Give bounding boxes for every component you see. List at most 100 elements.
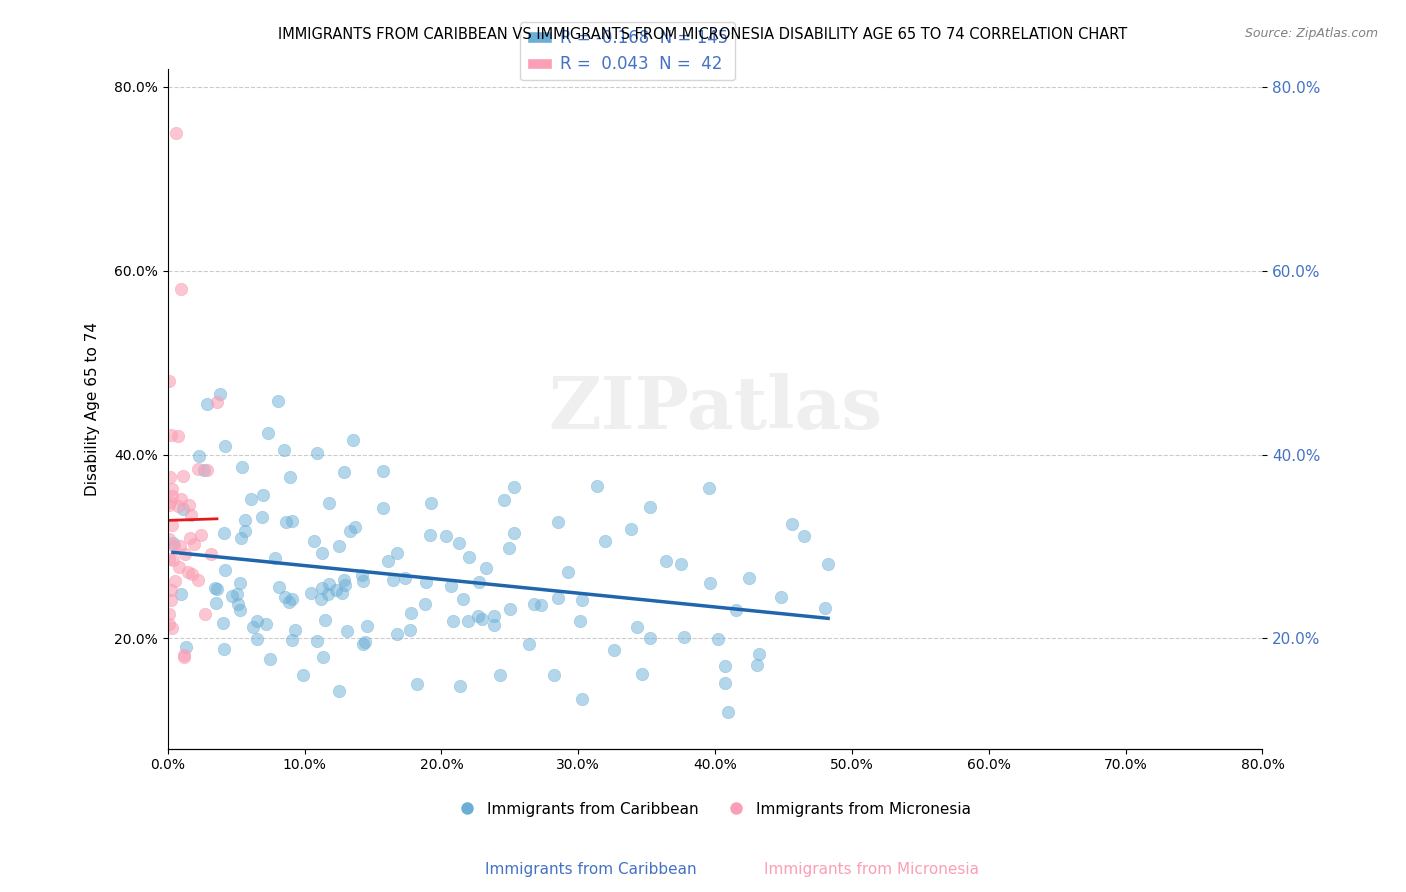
Point [638,631,661,645]
Point [205,582,228,596]
Point [193,463,215,477]
Point [314,613,336,627]
Point [330,586,353,600]
Point [568,614,591,628]
Point [626,619,648,633]
Point [259,652,281,666]
Legend: Immigrants from Caribbean, Immigrants from Micronesia: Immigrants from Caribbean, Immigrants fr… [453,796,977,822]
Point [630,667,652,681]
Point [385,546,408,560]
Point [160,482,183,496]
Point [356,619,378,633]
Point [352,574,374,588]
Point [654,554,676,568]
Point [169,492,191,507]
Point [305,446,328,460]
Point [793,529,815,543]
Point [246,632,269,647]
Point [179,531,201,545]
Point [547,516,569,530]
Point [401,606,423,620]
Point [256,616,278,631]
Point [312,649,335,664]
Point [769,590,792,604]
Point [585,479,607,493]
Point [344,520,367,534]
Text: IMMIGRANTS FROM CARIBBEAN VS IMMIGRANTS FROM MICRONESIA DISABILITY AGE 65 TO 74 : IMMIGRANTS FROM CARIBBEAN VS IMMIGRANTS … [278,27,1128,42]
Point [519,637,541,651]
Point [503,526,526,541]
Point [159,470,181,484]
Point [162,553,184,567]
Point [543,667,565,681]
Point [214,563,236,577]
Point [457,614,479,628]
Point [281,633,304,648]
Point [328,539,350,553]
Point [242,620,264,634]
Point [160,489,183,503]
Text: Source: ZipAtlas.com: Source: ZipAtlas.com [1244,27,1378,40]
Point [440,579,463,593]
Point [273,442,295,457]
Point [530,598,553,612]
Point [169,560,191,574]
Point [181,567,204,582]
Point [699,482,721,496]
Point [157,374,180,388]
Point [160,593,183,607]
Point [747,657,769,672]
Point [699,575,721,590]
Point [269,580,291,594]
Point [159,495,181,509]
Point [333,465,356,479]
Point [342,433,364,447]
Point [441,614,464,628]
Point [204,581,226,595]
Point [492,493,515,508]
Point [354,635,377,649]
Point [195,397,218,411]
Point [267,394,290,409]
Point [638,500,661,514]
Text: Immigrants from Caribbean: Immigrants from Caribbean [485,863,696,877]
Text: Immigrants from Micronesia: Immigrants from Micronesia [765,863,979,877]
Point [316,587,339,601]
Point [231,459,253,474]
Point [489,668,512,682]
Point [420,495,443,509]
Point [157,498,180,512]
Point [725,603,748,617]
Point [498,541,520,555]
Point [205,395,228,409]
Point [620,522,643,536]
Point [226,587,249,601]
Point [482,609,505,624]
Point [246,614,269,628]
Point [350,568,373,582]
Point [717,705,740,719]
Point [235,513,257,527]
Point [382,574,405,588]
Point [172,501,194,516]
Point [174,640,197,655]
Point [434,529,457,543]
Point [318,577,340,591]
Point [190,527,212,541]
Point [419,528,441,542]
Point [451,591,474,606]
Point [166,429,188,443]
Point [278,470,301,484]
Point [173,649,195,664]
Point [467,609,489,624]
Point [307,634,329,648]
Point [281,591,304,606]
Point [547,591,569,605]
Point [311,546,333,560]
Point [165,126,187,140]
Point [707,632,730,647]
Point [179,498,201,512]
Point [394,571,416,585]
Point [467,574,489,589]
Point [309,592,332,607]
